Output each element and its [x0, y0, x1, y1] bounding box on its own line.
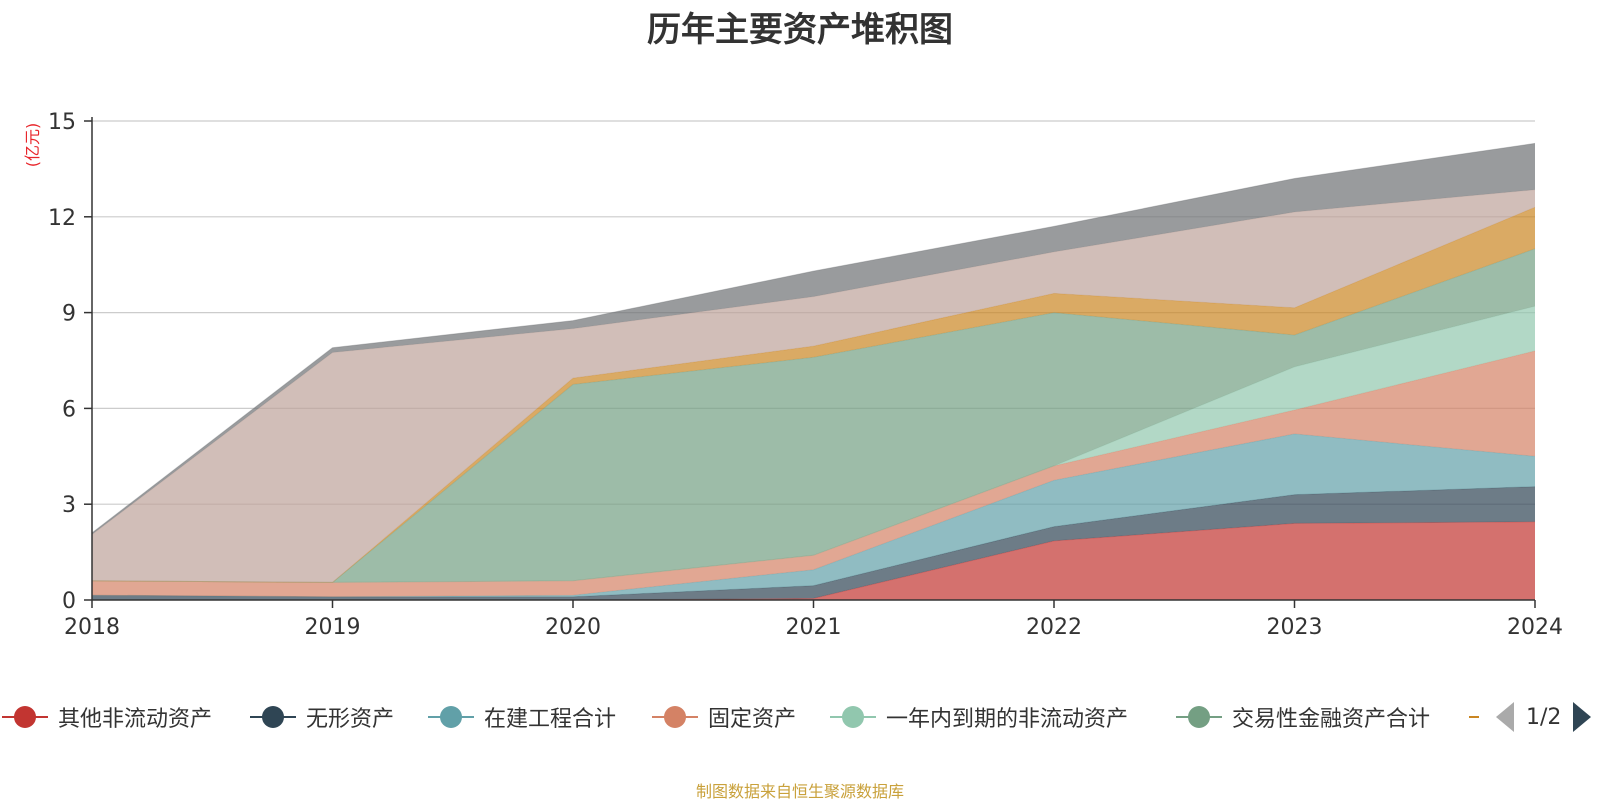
legend-item-label: 在建工程合计 [484, 707, 617, 732]
area-series-0 [92, 521, 1535, 600]
legend-item[interactable] [1466, 700, 1482, 734]
legend-prev-page-icon[interactable] [1496, 702, 1514, 732]
y-tick-label: 3 [62, 493, 76, 518]
legend-marker-icon [1174, 700, 1224, 734]
legend-next-page-icon[interactable] [1573, 702, 1592, 732]
legend-page-indicator: 1/2 [1526, 704, 1562, 730]
axes: 0 3 6 9 12 15 2018 2019 2020 2021 2022 2023 2024 [48, 110, 1563, 640]
y-axis-unit-label: (亿元) [23, 123, 42, 168]
area-series-line-8 [91, 142, 1536, 534]
legend-item[interactable]: 一年内到期的非流动资产 [828, 700, 1128, 734]
legend-marker-icon [650, 700, 700, 734]
legend-marker-icon [248, 700, 298, 734]
y-tick-label: 0 [62, 589, 76, 614]
x-tick-label: 2022 [1026, 615, 1082, 640]
x-tick-label: 2021 [786, 615, 842, 640]
area-series [91, 142, 1536, 601]
y-tick-label: 6 [62, 397, 76, 422]
legend-marker-icon [828, 700, 878, 734]
area-series-8 [92, 143, 1535, 535]
area-series-7 [92, 189, 1535, 583]
x-tick-label: 2024 [1507, 615, 1563, 640]
legend-item-label: 无形资产 [306, 707, 395, 732]
area-series-6 [92, 207, 1535, 583]
legend: 其他非流动资产 无形资产 在建工程合计 固定资产 一年内到期的非流动资产 交易性金融资产合… [0, 700, 1600, 734]
x-tick-label: 2018 [64, 615, 120, 640]
legend-marker-icon [1466, 700, 1482, 734]
x-tick-label: 2019 [305, 615, 361, 640]
legend-item[interactable]: 无形资产 [248, 700, 394, 734]
legend-item[interactable]: 在建工程合计 [426, 700, 616, 734]
source-note: 制图数据来自恒生聚源数据库 [695, 782, 904, 801]
legend-item-label: 交易性金融资产合计 [1232, 707, 1431, 732]
chart-title: 历年主要资产堆积图 [647, 10, 953, 50]
y-tick-label: 12 [48, 206, 76, 231]
area-series-1 [92, 486, 1535, 600]
legend-item[interactable]: 固定资产 [650, 700, 796, 734]
legend-item-label: 固定资产 [708, 707, 797, 732]
legend-item[interactable]: 其他非流动资产 [0, 700, 212, 734]
legend-item[interactable]: 交易性金融资产合计 [1174, 700, 1430, 734]
x-tick-label: 2020 [545, 615, 601, 640]
area-series-2 [92, 433, 1535, 597]
legend-item-label: 其他非流动资产 [58, 707, 213, 732]
y-tick-label: 15 [48, 110, 76, 135]
legend-pager: 1/2 [1496, 700, 1592, 734]
legend-marker-icon [0, 700, 50, 734]
y-tick-label: 9 [62, 302, 76, 327]
legend-item-label: 一年内到期的非流动资产 [886, 707, 1129, 732]
x-tick-label: 2023 [1267, 615, 1323, 640]
legend-marker-icon [426, 700, 476, 734]
stacked-area-chart: 0 3 6 9 12 15 2018 2019 2020 2021 2022 2023 2024 (亿元… [23, 110, 1563, 640]
area-series-5 [92, 248, 1535, 583]
